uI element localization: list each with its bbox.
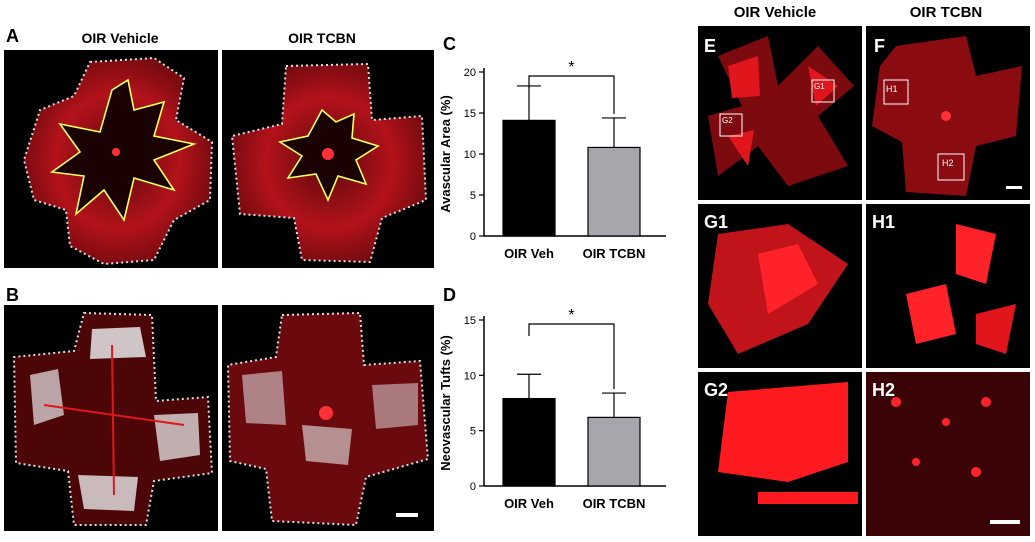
roi-label-g1: G1: [814, 82, 825, 91]
panel-label-g2: G2: [704, 380, 729, 400]
retina-e-figure: [708, 36, 854, 186]
title-oir-vehicle-right: OIR Vehicle: [733, 4, 817, 21]
retina-a-vehicle-figure: [22, 56, 214, 266]
bar-0: [502, 119, 556, 237]
retina-b-tcbn-figure: [226, 311, 430, 527]
roi-label-g2: G2: [722, 116, 733, 125]
y-tick-label-1: 5: [470, 190, 476, 202]
panel-label-c: C: [443, 34, 456, 54]
x-category-label-1: OIR TCBN: [583, 496, 646, 511]
significance-star: *: [568, 307, 574, 324]
retina-b-vehicle-figure: [12, 311, 214, 526]
y-tick-label-0: 0: [470, 231, 476, 243]
y-tick-label-2: 10: [464, 149, 476, 161]
scale-bar-f: [1006, 186, 1022, 189]
significance-star: *: [568, 59, 574, 76]
bar-0: [502, 397, 556, 487]
y-axis-label: Avascular Area (%): [438, 95, 453, 213]
y-tick-label-3: 15: [464, 108, 476, 120]
image-f-tcbn: F H1 H2: [866, 26, 1030, 200]
panel-label-h2: H2: [872, 380, 896, 400]
y-axis-label: Neovascular Tufts (%): [438, 335, 453, 471]
zoom-h1-figure: [906, 224, 1016, 354]
image-h1: H1: [866, 204, 1030, 368]
title-oir-tcbn-right: OIR TCBN: [909, 4, 983, 21]
chart-c-avascular-area: Avascular Area (%) 0 5 10 15 20 OIR Veh OIR TCB…: [438, 59, 666, 261]
image-b-tcbn: [222, 305, 434, 531]
x-category-label-0: OIR Veh: [504, 496, 554, 511]
scale-bar-h2: [990, 520, 1020, 524]
panel-label-d: D: [443, 285, 456, 305]
retina-a-tcbn-figure: [230, 62, 428, 264]
roi-label-h1: H1: [886, 84, 898, 94]
roi-label-h2: H2: [942, 158, 954, 168]
chart-d-neovascular-tufts: Neovascular Tufts (%) 0 5 10 15 OIR Veh OIR TC…: [438, 307, 666, 511]
image-e-vehicle: E G1 G2: [698, 26, 862, 200]
image-b-vehicle: [4, 305, 218, 531]
zoom-h2-figure: [866, 372, 1030, 536]
scale-bar-b: [396, 513, 418, 517]
panel-label-b: B: [6, 285, 19, 305]
significance-bracket: [528, 75, 615, 114]
panel-label-e: E: [704, 36, 717, 56]
significance-bracket: [528, 323, 615, 390]
image-h2: H2: [866, 372, 1030, 536]
x-category-label-0: OIR Veh: [504, 246, 554, 261]
title-oir-tcbn-left: OIR TCBN: [288, 30, 356, 46]
panel-label-a: A: [6, 26, 19, 46]
y-tick-label-3: 15: [464, 315, 476, 327]
zoom-g1-figure: [708, 224, 848, 354]
panel-label-f: F: [874, 36, 885, 56]
retina-f-figure: [872, 36, 1022, 196]
title-oir-vehicle-left: OIR Vehicle: [81, 30, 159, 46]
panel-label-h1: H1: [872, 212, 896, 232]
y-tick-label-2: 10: [464, 370, 476, 382]
image-a-tcbn: [222, 50, 434, 268]
x-category-label-1: OIR TCBN: [583, 246, 646, 261]
image-g1: G1: [698, 204, 862, 368]
image-g2: G2: [698, 372, 862, 536]
bar-1: [587, 416, 641, 487]
zoom-g2-figure: [718, 382, 858, 504]
y-tick-label-0: 0: [470, 481, 476, 493]
image-a-vehicle: [4, 50, 218, 268]
y-tick-label-4: 20: [464, 67, 476, 79]
y-tick-label-1: 5: [470, 426, 476, 438]
bar-1: [587, 146, 641, 237]
panel-label-g1: G1: [704, 212, 729, 232]
